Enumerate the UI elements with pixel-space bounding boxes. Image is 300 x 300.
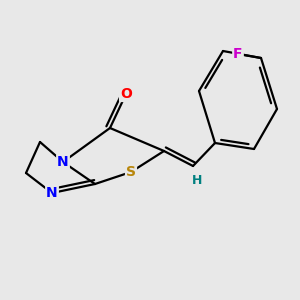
Text: H: H [192,175,202,188]
Text: S: S [126,165,136,179]
Text: F: F [233,47,243,61]
Text: N: N [57,155,69,169]
Text: N: N [46,186,58,200]
Text: O: O [120,87,132,101]
